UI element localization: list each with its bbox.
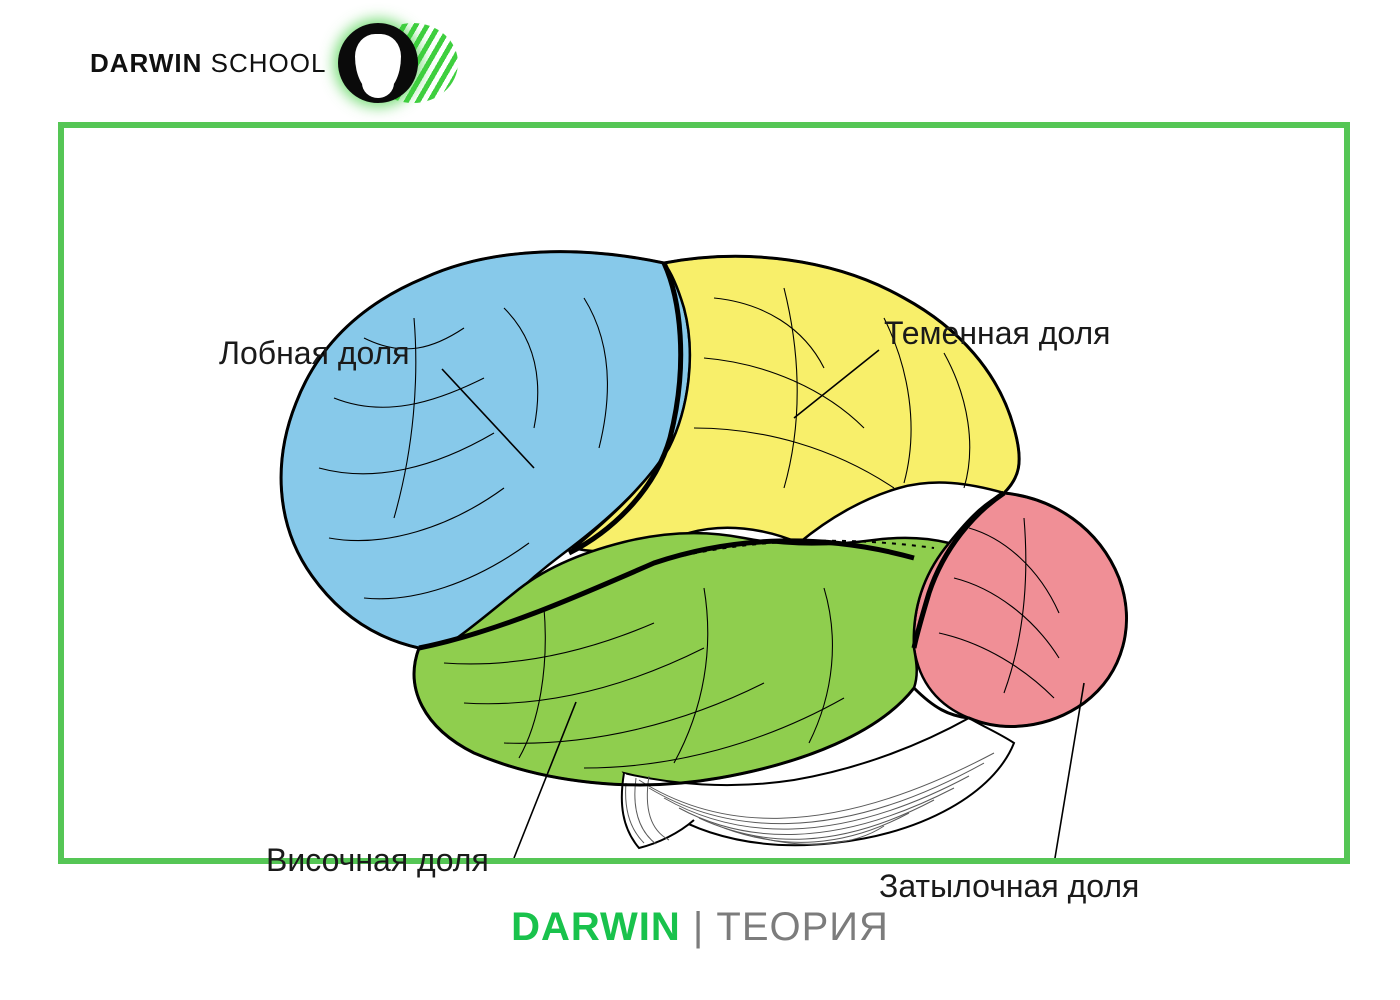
brain-lobes-diagram [64, 128, 1344, 858]
footer-caption: DARWIN | ТЕОРИЯ [0, 905, 1400, 950]
occipital-lobe-shape [914, 493, 1127, 726]
brand-logo-light: SCHOOL [211, 48, 327, 78]
brand-logo-mark [338, 18, 458, 108]
diagram-frame: Лобная доля Теменная доля Височная доля … [58, 122, 1350, 864]
parietal-lobe-label: Теменная доля [884, 315, 1110, 352]
brand-logo-bold: DARWIN [90, 48, 202, 78]
page: DARWIN SCHOOL [0, 0, 1400, 1000]
footer-word: ТЕОРИЯ [716, 905, 889, 949]
temporal-lobe-label: Височная доля [266, 842, 489, 879]
frontal-lobe-label: Лобная доля [219, 335, 410, 372]
footer-brand: DARWIN [511, 905, 681, 949]
logo-disc-icon [338, 23, 418, 103]
brand-logo: DARWIN SCHOOL [90, 18, 458, 108]
footer-separator: | [681, 905, 717, 949]
brand-logo-text: DARWIN SCHOOL [90, 48, 326, 79]
darwin-silhouette-icon [355, 34, 401, 92]
occipital-lobe-label: Затылочная доля [879, 868, 1139, 905]
